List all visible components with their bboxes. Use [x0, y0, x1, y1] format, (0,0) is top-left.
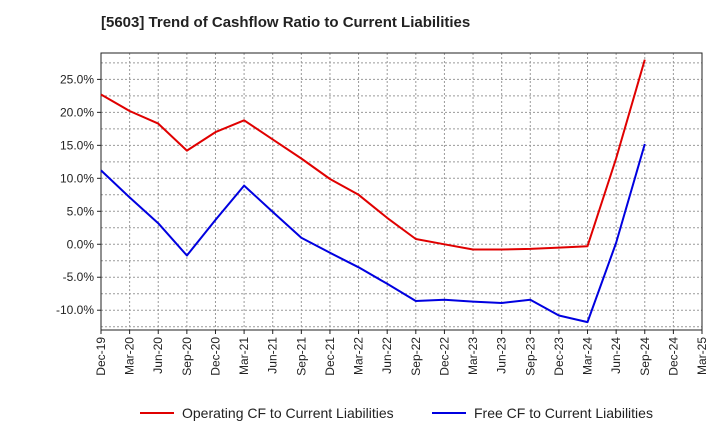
- x-tick-label: Sep-22: [409, 337, 423, 376]
- grid: [100, 53, 703, 330]
- x-tick-label: Dec-22: [437, 337, 451, 376]
- x-tick-label: Sep-23: [523, 337, 537, 376]
- y-tick-label: -5.0%: [63, 270, 95, 284]
- legend-swatch-free-cf: [432, 412, 466, 414]
- x-tick-label: Jun-22: [380, 337, 394, 374]
- x-tick-label: Dec-21: [323, 337, 337, 376]
- y-tick-label: -10.0%: [56, 303, 94, 317]
- series-lines: [100, 59, 646, 324]
- legend-swatch-operating-cf: [140, 412, 174, 414]
- x-tick-label: Sep-20: [180, 337, 194, 376]
- legend-label-operating-cf: Operating CF to Current Liabilities: [182, 405, 394, 421]
- x-tick-label: Dec-24: [666, 337, 680, 376]
- plot-area: [100, 52, 703, 331]
- series-line-operating-cf: [100, 59, 646, 251]
- chart-title: [5603] Trend of Cashflow Ratio to Curren…: [101, 14, 471, 31]
- x-tick-label: Jun-23: [495, 337, 509, 374]
- x-tick-label: Sep-21: [294, 337, 308, 376]
- y-axis: -10.0% -5.0% 0.0% 5.0% 10.0% 15.0% 20.0% 25.0%: [56, 72, 101, 317]
- legend-item-free-cf: Free CF to Current Liabilities: [432, 405, 653, 421]
- x-tick-label: Mar-23: [466, 337, 480, 375]
- legend-item-operating-cf: Operating CF to Current Liabilities: [140, 405, 394, 421]
- x-tick-label: Jun-20: [151, 337, 165, 374]
- x-tick-label: Mar-21: [237, 337, 251, 375]
- legend-label-free-cf: Free CF to Current Liabilities: [474, 405, 653, 421]
- x-tick-label: Dec-20: [208, 337, 222, 376]
- x-tick-label: Jun-24: [609, 337, 623, 374]
- legend: Operating CF to Current Liabilities Free…: [0, 405, 720, 427]
- y-tick-label: 5.0%: [67, 204, 95, 218]
- y-tick-label: 10.0%: [60, 171, 94, 185]
- y-tick-label: 0.0%: [67, 237, 95, 251]
- x-tick-label: Dec-23: [552, 337, 566, 376]
- x-axis: Dec-19 Mar-20 Jun-20 Sep-20 Dec-20 Mar-21 Jun-…: [94, 330, 709, 376]
- x-tick-label: Mar-20: [123, 337, 137, 375]
- x-tick-label: Mar-25: [695, 337, 709, 375]
- y-tick-label: 20.0%: [60, 105, 94, 119]
- y-tick-label: 15.0%: [60, 138, 94, 152]
- x-tick-label: Dec-19: [94, 337, 108, 376]
- series-line-free-cf: [100, 143, 646, 324]
- x-tick-label: Mar-22: [352, 337, 366, 375]
- x-tick-label: Sep-24: [638, 337, 652, 376]
- y-tick-label: 25.0%: [60, 72, 94, 86]
- x-tick-label: Mar-24: [581, 337, 595, 375]
- x-tick-label: Jun-21: [266, 337, 280, 374]
